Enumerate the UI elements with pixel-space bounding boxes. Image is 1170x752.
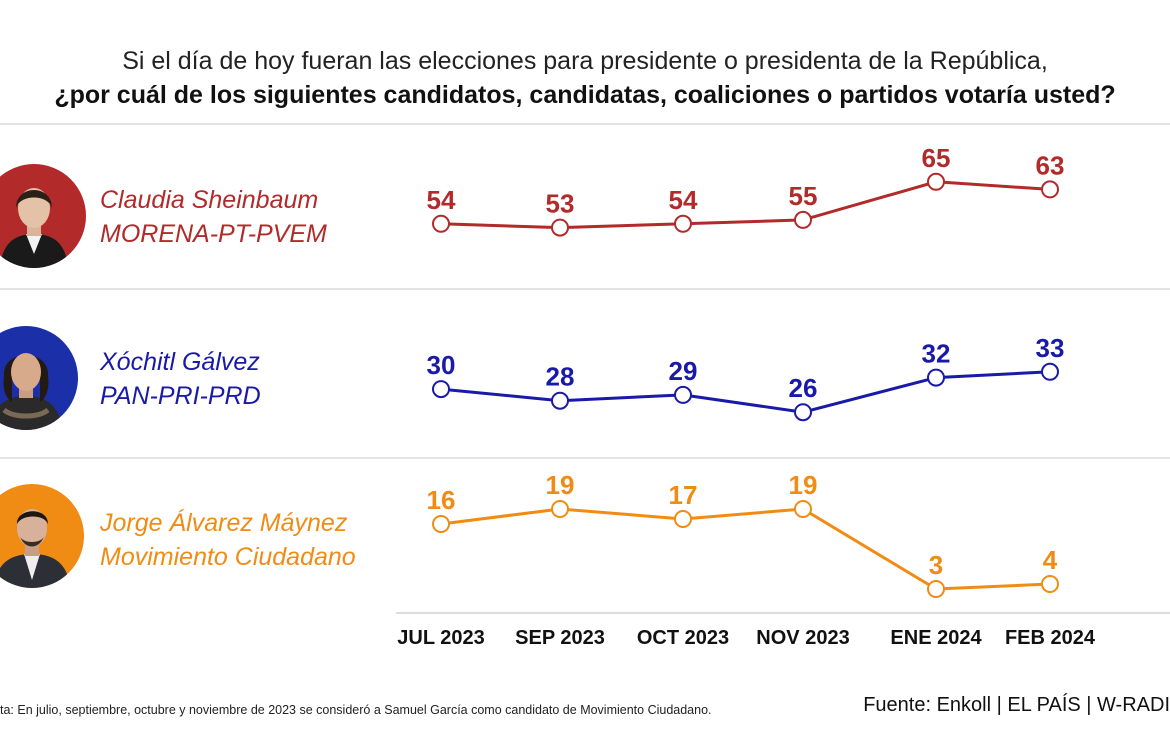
series-layer: 54 53 54 55 65 63 30 28 29 26 32 33 16 19 17 19 3 4 xyxy=(427,143,1065,598)
candidate-label-maynez: Jorge Álvarez Máynez Movimiento Ciudadan… xyxy=(100,506,356,574)
data-label: 53 xyxy=(546,189,575,219)
candidate-name: Xóchitl Gálvez xyxy=(100,348,260,376)
data-label: 16 xyxy=(427,485,456,515)
candidate-label-sheinbaum: Claudia Sheinbaum MORENA-PT-PVEM xyxy=(100,183,327,251)
data-label: 26 xyxy=(789,373,818,403)
data-point xyxy=(1041,362,1059,381)
avatar-galvez xyxy=(0,326,78,430)
candidate-label-galvez: Xóchitl Gálvez PAN-PRI-PRD xyxy=(100,345,261,413)
x-tick-label: ENE 2024 xyxy=(890,627,982,649)
data-label: 54 xyxy=(669,185,698,215)
x-tick-label: NOV 2023 xyxy=(756,627,849,649)
candidate-party: MORENA-PT-PVEM xyxy=(100,220,327,248)
data-label: 19 xyxy=(789,470,818,500)
data-label: 54 xyxy=(427,185,456,215)
data-point xyxy=(927,172,945,191)
data-label: 4 xyxy=(1043,545,1058,575)
x-tick-label: JUL 2023 xyxy=(397,627,484,649)
data-point xyxy=(432,380,450,399)
data-label: 29 xyxy=(669,356,698,386)
data-point xyxy=(794,500,812,518)
data-point xyxy=(794,403,812,422)
x-tick-label: OCT 2023 xyxy=(637,627,729,649)
candidate-name: Claudia Sheinbaum xyxy=(100,186,319,214)
candidate-party: Movimiento Ciudadano xyxy=(100,543,356,571)
data-point xyxy=(432,515,450,533)
data-point xyxy=(674,385,692,404)
series-2: 30 28 29 26 32 33 xyxy=(427,333,1065,422)
data-point xyxy=(551,500,569,518)
avatar-sheinbaum xyxy=(0,164,86,268)
data-label: 19 xyxy=(546,470,575,500)
chart-title: Si el día de hoy fueran las elecciones p… xyxy=(0,44,1170,112)
candidate-name: Jorge Álvarez Máynez xyxy=(100,509,348,537)
footnote: ta: En julio, septiembre, octubre y novi… xyxy=(0,703,712,717)
data-point xyxy=(1041,575,1059,593)
portrait-photo-icon xyxy=(0,326,78,430)
source-credit: Fuente: Enkoll | EL PAÍS | W-RADI xyxy=(863,694,1170,716)
data-label: 30 xyxy=(427,350,456,380)
data-label: 17 xyxy=(669,480,698,510)
data-label: 65 xyxy=(922,143,951,173)
divider-2 xyxy=(0,457,1170,459)
portrait-photo-icon xyxy=(0,164,86,268)
candidate-party: PAN-PRI-PRD xyxy=(100,382,261,410)
series-line xyxy=(440,507,1051,591)
series-line xyxy=(440,180,1051,230)
data-point xyxy=(551,218,569,237)
data-label: 32 xyxy=(922,339,951,369)
data-point xyxy=(674,214,692,233)
x-tick-labels: JUL 2023 SEP 2023 OCT 2023 NOV 2023 ENE 2024… xyxy=(397,627,1096,649)
title-line-1: Si el día de hoy fueran las elecciones p… xyxy=(122,47,1048,75)
portrait-photo-icon xyxy=(0,484,84,588)
x-tick-label: FEB 2024 xyxy=(1005,627,1096,649)
data-point xyxy=(927,580,945,598)
data-label: 3 xyxy=(929,550,943,580)
data-point xyxy=(551,391,569,410)
x-tick-label: SEP 2023 xyxy=(515,627,605,649)
data-label: 63 xyxy=(1036,150,1065,180)
data-point xyxy=(927,368,945,387)
series-3: 16 19 17 19 3 4 xyxy=(427,470,1059,598)
data-point xyxy=(794,210,812,229)
avatar-maynez xyxy=(0,484,84,588)
series-1: 54 53 54 55 65 63 xyxy=(427,143,1065,237)
data-label: 33 xyxy=(1036,333,1065,363)
data-label: 55 xyxy=(789,181,818,211)
divider-top xyxy=(0,123,1170,125)
data-point xyxy=(1041,180,1059,199)
title-line-2: ¿por cuál de los siguientes candidatos, … xyxy=(54,81,1116,109)
series-line xyxy=(440,370,1051,414)
data-label: 28 xyxy=(546,362,575,392)
data-point xyxy=(674,510,692,528)
data-point xyxy=(432,214,450,233)
divider-1 xyxy=(0,288,1170,290)
